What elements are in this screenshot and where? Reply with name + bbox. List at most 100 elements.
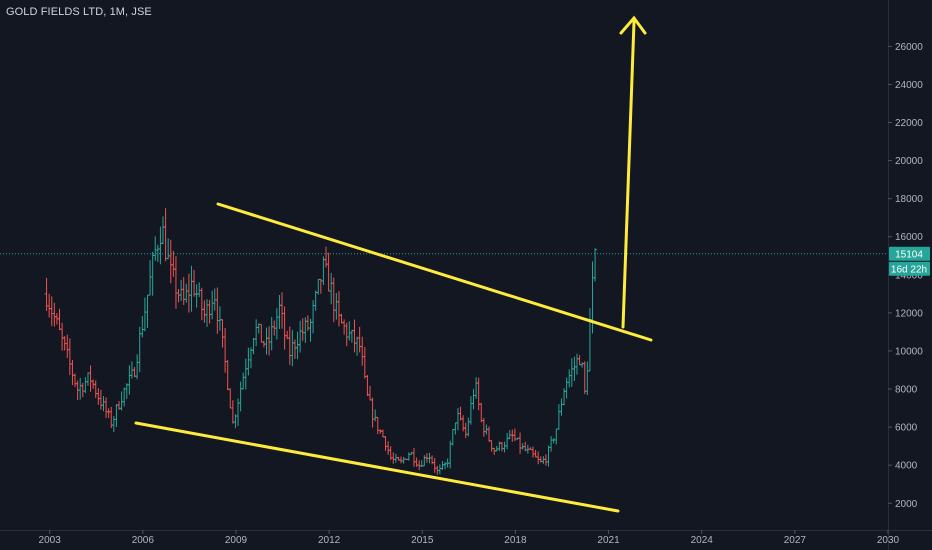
x-tick-label: 2012 — [318, 535, 341, 546]
x-tick-label: 2027 — [784, 535, 807, 546]
x-tick-label: 2003 — [39, 535, 62, 546]
candle — [577, 355, 582, 366]
candle — [468, 396, 473, 425]
candle — [277, 295, 282, 329]
candle — [230, 400, 235, 424]
y-tick-label: 16000 — [895, 232, 923, 243]
candle — [124, 383, 129, 399]
candle — [254, 319, 259, 347]
candle — [329, 272, 334, 305]
candle — [290, 329, 295, 367]
candle — [78, 377, 83, 400]
y-tick-label: 6000 — [895, 423, 918, 434]
candle — [217, 306, 222, 331]
candle — [197, 282, 202, 298]
candle — [274, 308, 279, 340]
candle — [150, 251, 155, 296]
upper-trendline — [216, 202, 653, 342]
candle — [417, 460, 422, 471]
candle — [287, 326, 292, 365]
y-tick-label: 18000 — [895, 194, 923, 205]
candle — [593, 248, 598, 282]
y-tick-label: 8000 — [895, 385, 918, 396]
candle — [98, 389, 103, 410]
x-tick-label: 2018 — [504, 535, 527, 546]
y-tick-label: 26000 — [895, 42, 923, 53]
candle — [225, 360, 230, 391]
candle — [145, 294, 150, 328]
candle — [93, 380, 98, 399]
x-tick-label: 2009 — [225, 535, 248, 546]
candle — [202, 300, 207, 323]
candle — [184, 283, 189, 303]
candle — [251, 337, 256, 355]
candle — [173, 256, 178, 309]
candle — [194, 284, 199, 308]
candle — [349, 329, 354, 343]
candle — [487, 426, 492, 442]
candle — [481, 417, 486, 437]
candle — [60, 322, 65, 351]
breakout-arrow-shaft — [621, 20, 636, 329]
candle — [360, 336, 365, 366]
candle — [401, 456, 406, 464]
candle — [331, 277, 336, 323]
candle — [73, 373, 78, 388]
candle — [585, 361, 590, 396]
candle — [83, 377, 88, 394]
price-candles — [44, 208, 598, 475]
candle — [295, 331, 300, 360]
candle — [554, 428, 559, 445]
candle — [223, 328, 228, 373]
candle — [518, 432, 523, 454]
candle — [474, 377, 479, 399]
candle — [238, 381, 243, 412]
candle — [88, 365, 93, 392]
candle — [85, 372, 90, 386]
candle — [228, 388, 233, 409]
candle — [450, 429, 455, 446]
candle — [49, 296, 54, 326]
candle — [132, 367, 137, 378]
y-tick-label: 10000 — [895, 346, 923, 357]
candle — [241, 372, 246, 390]
candle — [321, 256, 326, 285]
candle — [375, 416, 380, 435]
candle — [192, 269, 197, 297]
candle — [386, 441, 391, 455]
y-tick-label: 22000 — [895, 118, 923, 129]
candle — [280, 292, 285, 329]
candle — [334, 293, 339, 320]
candle — [344, 322, 349, 347]
candle — [562, 388, 567, 406]
candle — [471, 389, 476, 410]
candle — [569, 358, 574, 387]
y-tick-label: 12000 — [895, 308, 923, 319]
candle — [370, 397, 375, 428]
candle — [546, 445, 551, 467]
candle — [153, 236, 158, 261]
candle — [142, 297, 147, 332]
candle — [181, 277, 186, 305]
candle — [161, 216, 166, 245]
breakout-arrow-head — [619, 15, 647, 35]
candle — [380, 429, 385, 438]
candle — [559, 398, 564, 416]
candle — [492, 447, 497, 455]
candle — [204, 299, 209, 327]
x-tick-label: 2024 — [691, 535, 714, 546]
candle — [282, 306, 287, 350]
candle — [556, 404, 561, 430]
x-tick-label: 2021 — [597, 535, 620, 546]
candle — [148, 260, 153, 296]
candle — [163, 208, 168, 262]
candle — [101, 396, 106, 412]
candle — [158, 226, 163, 265]
candle — [179, 279, 184, 302]
candle — [47, 293, 52, 318]
candle — [533, 449, 538, 458]
candle — [207, 299, 212, 324]
